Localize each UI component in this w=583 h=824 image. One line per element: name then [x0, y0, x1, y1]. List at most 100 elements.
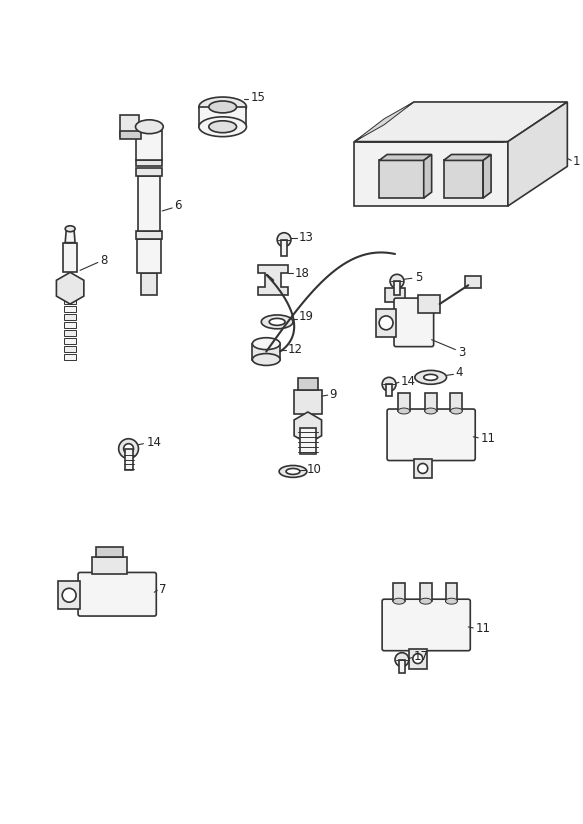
FancyBboxPatch shape: [64, 298, 76, 304]
Polygon shape: [258, 265, 288, 295]
FancyBboxPatch shape: [379, 161, 424, 198]
FancyBboxPatch shape: [281, 240, 287, 255]
FancyBboxPatch shape: [92, 556, 127, 574]
Text: 15: 15: [250, 91, 265, 104]
Polygon shape: [379, 154, 431, 161]
Ellipse shape: [451, 408, 462, 414]
Text: 1: 1: [573, 155, 580, 168]
Polygon shape: [354, 142, 508, 206]
FancyBboxPatch shape: [64, 330, 76, 335]
FancyBboxPatch shape: [78, 573, 156, 616]
FancyBboxPatch shape: [409, 648, 427, 668]
Circle shape: [124, 443, 134, 453]
FancyBboxPatch shape: [376, 309, 396, 337]
Text: 14: 14: [146, 436, 161, 449]
Text: 12: 12: [288, 343, 303, 356]
FancyBboxPatch shape: [96, 546, 122, 556]
Ellipse shape: [424, 374, 438, 381]
Text: 4: 4: [455, 366, 463, 379]
FancyBboxPatch shape: [120, 131, 142, 138]
Polygon shape: [444, 154, 491, 161]
FancyBboxPatch shape: [445, 583, 458, 602]
Ellipse shape: [252, 353, 280, 366]
Polygon shape: [354, 102, 567, 142]
Ellipse shape: [445, 598, 458, 604]
Ellipse shape: [209, 121, 237, 133]
Polygon shape: [57, 273, 84, 304]
FancyBboxPatch shape: [139, 176, 160, 231]
Circle shape: [413, 653, 423, 663]
Text: 6: 6: [174, 199, 182, 213]
FancyBboxPatch shape: [136, 231, 162, 239]
FancyBboxPatch shape: [136, 131, 162, 161]
Circle shape: [379, 316, 393, 330]
FancyBboxPatch shape: [199, 107, 247, 127]
Ellipse shape: [269, 318, 285, 325]
Ellipse shape: [286, 469, 300, 475]
FancyBboxPatch shape: [136, 161, 162, 166]
FancyBboxPatch shape: [382, 599, 470, 651]
FancyBboxPatch shape: [58, 582, 80, 609]
FancyBboxPatch shape: [64, 322, 76, 328]
FancyBboxPatch shape: [444, 161, 483, 198]
Text: 9: 9: [329, 387, 337, 400]
Ellipse shape: [398, 408, 410, 414]
Text: 13: 13: [299, 232, 314, 244]
FancyBboxPatch shape: [138, 239, 161, 274]
Text: 14: 14: [401, 375, 416, 388]
Text: 11: 11: [475, 622, 490, 635]
Ellipse shape: [199, 117, 247, 137]
Polygon shape: [65, 231, 75, 242]
Circle shape: [119, 438, 139, 458]
Circle shape: [62, 588, 76, 602]
FancyBboxPatch shape: [125, 448, 132, 471]
Ellipse shape: [415, 371, 447, 384]
Polygon shape: [508, 102, 567, 206]
Text: 11: 11: [480, 433, 495, 445]
Circle shape: [277, 232, 291, 246]
Ellipse shape: [135, 119, 163, 133]
FancyBboxPatch shape: [418, 295, 440, 313]
FancyBboxPatch shape: [465, 276, 481, 288]
Text: 8: 8: [100, 254, 107, 267]
FancyBboxPatch shape: [120, 115, 139, 137]
Circle shape: [382, 377, 396, 391]
Polygon shape: [483, 154, 491, 198]
FancyBboxPatch shape: [385, 288, 405, 302]
FancyBboxPatch shape: [64, 338, 76, 344]
FancyBboxPatch shape: [451, 393, 462, 411]
Polygon shape: [294, 412, 322, 443]
Ellipse shape: [261, 315, 293, 329]
Ellipse shape: [279, 466, 307, 477]
Polygon shape: [424, 154, 431, 198]
FancyBboxPatch shape: [387, 409, 475, 461]
Ellipse shape: [199, 97, 247, 117]
Ellipse shape: [252, 338, 280, 349]
FancyBboxPatch shape: [294, 391, 322, 414]
FancyBboxPatch shape: [298, 378, 318, 391]
FancyBboxPatch shape: [64, 353, 76, 359]
Ellipse shape: [420, 598, 431, 604]
Text: 5: 5: [415, 271, 422, 283]
FancyBboxPatch shape: [399, 660, 405, 673]
FancyBboxPatch shape: [420, 583, 431, 602]
FancyBboxPatch shape: [136, 168, 162, 176]
Circle shape: [418, 464, 428, 474]
FancyBboxPatch shape: [142, 274, 157, 295]
Ellipse shape: [393, 598, 405, 604]
FancyBboxPatch shape: [64, 314, 76, 320]
FancyBboxPatch shape: [63, 242, 77, 273]
FancyBboxPatch shape: [252, 344, 280, 359]
FancyBboxPatch shape: [64, 290, 76, 296]
FancyBboxPatch shape: [425, 393, 437, 411]
Text: 3: 3: [458, 346, 466, 359]
FancyBboxPatch shape: [398, 393, 410, 411]
Ellipse shape: [209, 101, 237, 113]
FancyBboxPatch shape: [64, 306, 76, 312]
FancyBboxPatch shape: [414, 458, 431, 479]
Ellipse shape: [425, 408, 437, 414]
Text: 17: 17: [414, 650, 429, 663]
FancyBboxPatch shape: [64, 345, 76, 352]
Polygon shape: [354, 102, 414, 142]
Ellipse shape: [65, 226, 75, 232]
